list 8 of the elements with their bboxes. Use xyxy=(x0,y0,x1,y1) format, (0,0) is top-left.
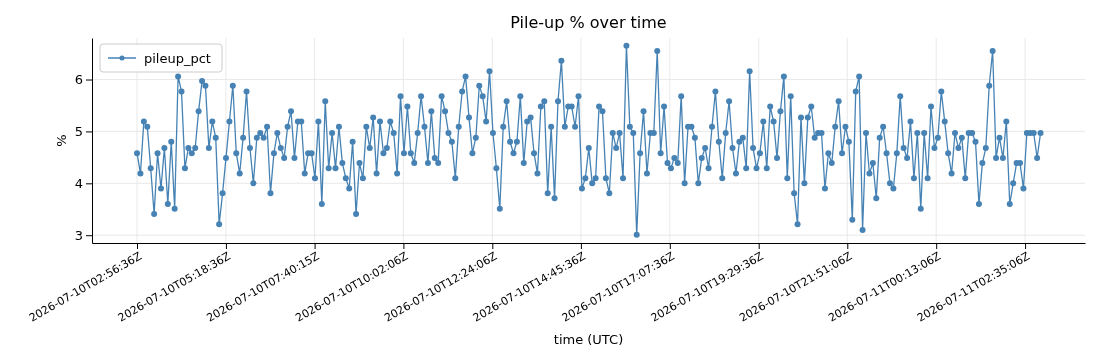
y-tick-label: 4 xyxy=(74,175,83,191)
x-axis-title: time (UTC) xyxy=(553,332,624,347)
legend-label: pileup_pct xyxy=(144,51,211,66)
y-tick-label: 3 xyxy=(74,227,83,243)
y-axis-title: % xyxy=(54,134,69,147)
chart-title: Pile-up % over time xyxy=(510,13,667,32)
y-tick-label: 5 xyxy=(74,124,83,140)
y-tick-label: 6 xyxy=(74,72,83,88)
